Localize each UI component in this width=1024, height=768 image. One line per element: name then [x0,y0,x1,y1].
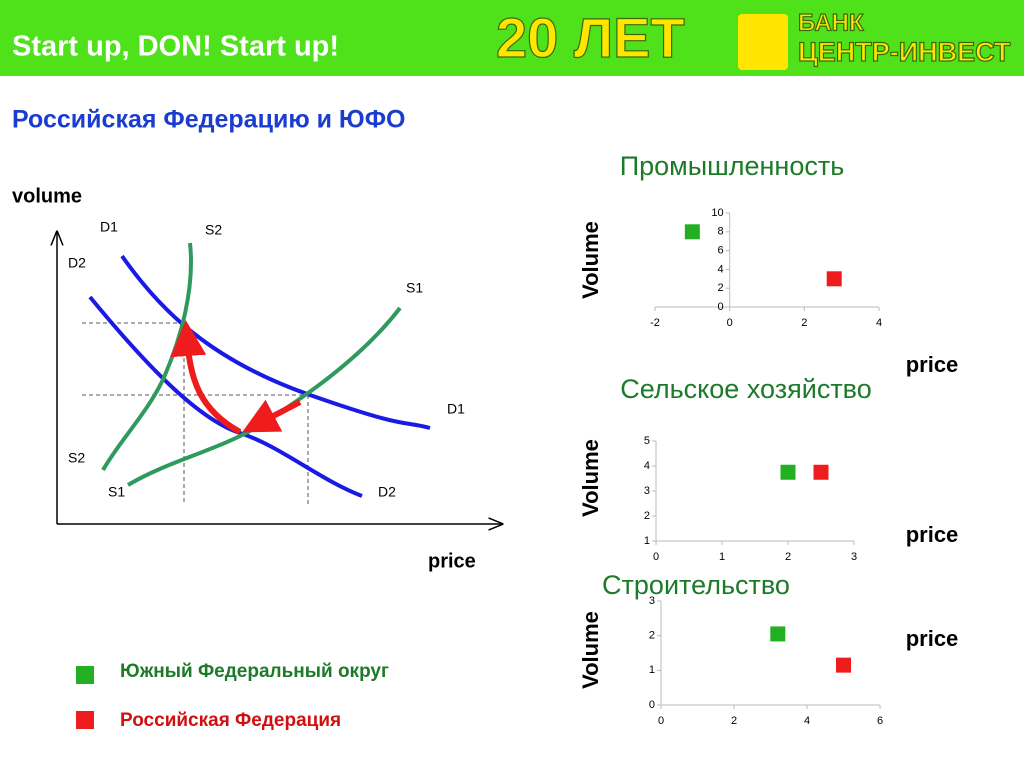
y-tick-label: 2 [718,282,724,294]
point [825,270,843,288]
curve-label: D1 [100,219,118,235]
x-tick-label: 4 [876,317,882,329]
logo-text: ЦЕНТР-ИНВЕСТ [798,37,1011,67]
x-tick-label: 3 [851,551,857,563]
x-tick-label: 4 [804,715,810,727]
curve-label: S2 [68,450,85,466]
x-tick-label: 1 [719,551,725,563]
x-tick-label: 0 [658,715,664,727]
y-tick-label: 4 [644,460,650,472]
y-tick-label: 10 [711,207,723,219]
logo-icon [738,14,788,70]
x-tick-label: 2 [785,551,791,563]
header-bar [0,0,1024,76]
legend-label: Российская Федерация [120,710,341,731]
curve-label: S1 [108,484,125,500]
y-tick-label: 0 [649,699,655,711]
diagram [57,232,502,524]
x-tick-label: 6 [877,715,883,727]
logo-text: БАНК [798,9,864,36]
y-tick-label: 3 [649,595,655,607]
y-tick-label: 1 [649,664,655,676]
chart-title: Строительство [602,570,790,600]
point [769,625,787,643]
point [835,656,852,674]
curve-label: D2 [378,484,396,500]
y-axis-label: Volume [578,221,603,299]
y-tick-label: 1 [644,535,650,547]
curve-label: D2 [68,255,86,271]
chart-title: Сельское хозяйство [620,374,872,404]
curve-label: S2 [205,222,222,238]
x-tick-label: -2 [650,317,660,329]
x-axis-label: price [906,352,959,377]
chart-title: Промышленность [620,151,845,181]
legend-label: Южный Федеральный округ [120,661,389,682]
x-tick-label: 2 [801,317,807,329]
y-axis-label: Volume [578,611,603,689]
subtitle: Российская Федерацию и ЮФО [12,106,406,134]
y-tick-label: 8 [718,226,724,238]
legend-swatch [76,666,94,684]
x-axis-label: price [906,522,959,547]
y-axis-label: Volume [578,439,603,517]
point [812,463,830,481]
x-tick-label: 2 [731,715,737,727]
curve-label: D1 [447,401,465,417]
point [683,223,701,241]
x-tick-label: 0 [727,317,733,329]
legend-swatch [76,711,94,729]
y-tick-label: 2 [649,630,655,642]
logo-text: 20 ЛЕТ [496,6,685,69]
axis-label: price [428,550,476,572]
curve-label: S1 [406,280,423,296]
y-tick-label: 6 [718,245,724,257]
y-tick-label: 3 [644,485,650,497]
y-tick-label: 2 [644,510,650,522]
axis-label: volume [12,185,82,207]
header-title: Start up, DON! Start up! [12,31,339,63]
point [779,463,797,481]
y-tick-label: 5 [644,435,650,447]
y-tick-label: 4 [718,263,724,275]
y-tick-label: 0 [718,301,724,313]
x-axis-label: price [906,626,959,651]
x-tick-label: 0 [653,551,659,563]
